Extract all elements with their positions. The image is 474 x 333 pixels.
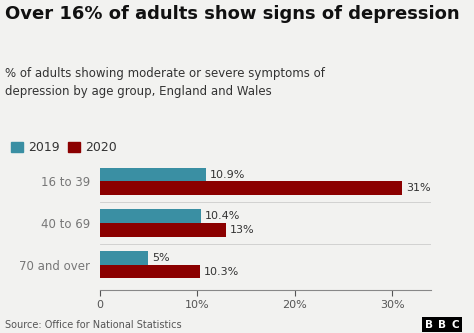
Text: 10.3%: 10.3% <box>204 267 239 277</box>
Text: 31%: 31% <box>406 183 430 193</box>
Text: B: B <box>425 320 433 330</box>
Text: Over 16% of adults show signs of depression: Over 16% of adults show signs of depress… <box>5 5 459 23</box>
Bar <box>100 251 148 265</box>
Bar <box>100 181 402 195</box>
Text: 10.9%: 10.9% <box>210 169 245 179</box>
Text: C: C <box>452 320 459 330</box>
Text: 10.4%: 10.4% <box>205 211 240 221</box>
Bar <box>100 209 201 223</box>
Text: Source: Office for National Statistics: Source: Office for National Statistics <box>5 320 182 330</box>
Bar <box>100 168 206 181</box>
Text: 13%: 13% <box>230 225 255 235</box>
Text: % of adults showing moderate or severe symptoms of
depression by age group, Engl: % of adults showing moderate or severe s… <box>5 67 325 98</box>
Text: 5%: 5% <box>152 253 170 263</box>
Bar <box>100 265 200 278</box>
Bar <box>100 223 227 237</box>
Legend: 2019, 2020: 2019, 2020 <box>11 141 117 154</box>
Text: B: B <box>438 320 446 330</box>
